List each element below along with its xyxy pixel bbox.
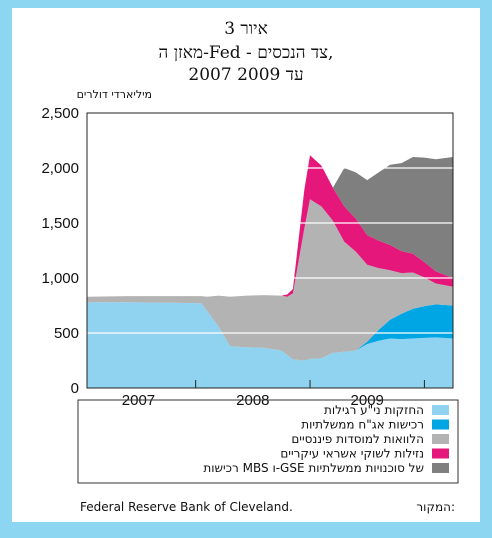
series-area-2 [87, 199, 453, 361]
series-area-1 [87, 302, 453, 361]
legend-swatch-4 [432, 463, 449, 473]
plot-frame [86, 112, 454, 389]
legend-label-3: נזילות לשוקי אשראי עיקריים [280, 447, 424, 461]
legend-frame [77, 399, 459, 484]
source-line: המקור: Federal Reserve Bank of Cleveland… [80, 500, 455, 514]
legend-swatch-3 [432, 448, 449, 459]
legend-swatch-1 [432, 419, 449, 430]
y-tick-label: 1,000 [41, 270, 79, 287]
chart: איור 3 מאזן ה-Fed - צד הנכסים, 2007 עד 2… [41, 19, 459, 514]
y-tick-label: 1,500 [41, 215, 79, 232]
legend-label-4: רכישות MBS ו-GSE של סוכנויות ממשלתיות [203, 461, 424, 475]
legend-swatch-2 [432, 434, 449, 444]
series-area-0 [87, 302, 453, 388]
source-label: המקור: [416, 500, 455, 514]
y-tick-label: 0 [71, 380, 79, 397]
y-tick-label: 2,500 [41, 105, 79, 122]
legend-label-2: הלוואות למוסדות פיננסיים [291, 432, 424, 446]
y-tick-label: 2,000 [41, 160, 79, 177]
legend-label-0: החזקות ני"ע רגילות [324, 403, 424, 417]
chart-title: איור 3 [224, 19, 268, 39]
y-axis-label: מיליארדי דולרים [77, 88, 152, 101]
y-tick-label: 500 [54, 325, 79, 342]
legend-label-1: רכישות אג"ח ממשלתיות [301, 418, 424, 432]
series-area-4 [87, 155, 453, 297]
chart-subtitle-line-2: 2007 עד 2009 [188, 65, 303, 85]
figure-panel: איור 3 מאזן ה-Fed - צד הנכסים, 2007 עד 2… [12, 8, 480, 522]
source-text: Federal Reserve Bank of Cleveland. [80, 500, 293, 514]
chart-subtitle-line-1: מאזן ה-Fed - צד הנכסים, [159, 43, 334, 63]
legend-swatch-0 [432, 405, 449, 415]
